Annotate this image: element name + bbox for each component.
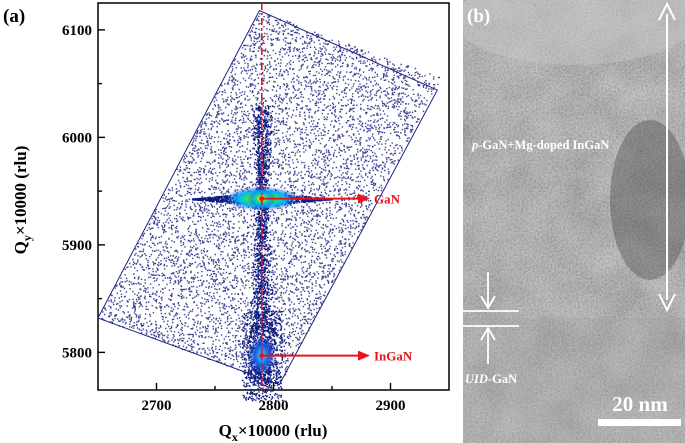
gan-arrow-origin: [259, 196, 265, 202]
thickness-arrow-top-head: [658, 1, 676, 21]
scale-bar: [598, 419, 681, 426]
x-tick-label: 2700: [142, 398, 172, 414]
x-axis-ticks: 2700 2800 2900: [142, 383, 406, 414]
gan-label: GaN: [374, 192, 401, 207]
interface-arrow-down-head: [480, 295, 496, 310]
bottom-layer-label: UID-GaN: [465, 372, 517, 386]
thickness-arrow-bottom-head: [658, 293, 676, 313]
y-tick-label: 6000: [62, 130, 92, 146]
ingan-arrow-head: [358, 350, 370, 361]
panel-a-label: (a): [3, 6, 25, 27]
interface-arrow-up-head: [480, 326, 496, 341]
x-tick-label: 2900: [376, 398, 406, 414]
tem-texture-grain: [463, 0, 685, 443]
tem-bright-cap: [463, 0, 685, 65]
x-axis-label: Qx×10000 (rlu): [219, 421, 328, 443]
panel-a-rsm-chart: (a) GaN InGaN 2700 2800 2900 5800 5900 6000 61…: [3, 2, 450, 443]
peak-arrows: GaN InGaN: [259, 192, 413, 364]
scale-bar-label: 20 nm: [612, 392, 668, 416]
y-tick-label: 5900: [62, 238, 92, 254]
ingan-label: InGaN: [374, 349, 413, 364]
ingan-arrow-origin: [259, 353, 265, 359]
gan-arrow-head: [358, 193, 370, 204]
y-axis-label: Qy×10000 (rlu): [11, 146, 34, 255]
y-tick-label: 5800: [62, 345, 92, 361]
panel-b-label: (b): [467, 6, 490, 27]
panel-b-tem-image: (b) p-GaN+Mg-doped InGaN UID-GaN 20 nm: [463, 0, 685, 443]
x-tick-label: 2800: [259, 398, 289, 414]
top-layer-label: p-GaN+Mg-doped InGaN: [471, 138, 609, 152]
y-axis-ticks: 5800 5900 6000 6100: [62, 23, 105, 361]
y-tick-label: 6100: [62, 23, 92, 39]
